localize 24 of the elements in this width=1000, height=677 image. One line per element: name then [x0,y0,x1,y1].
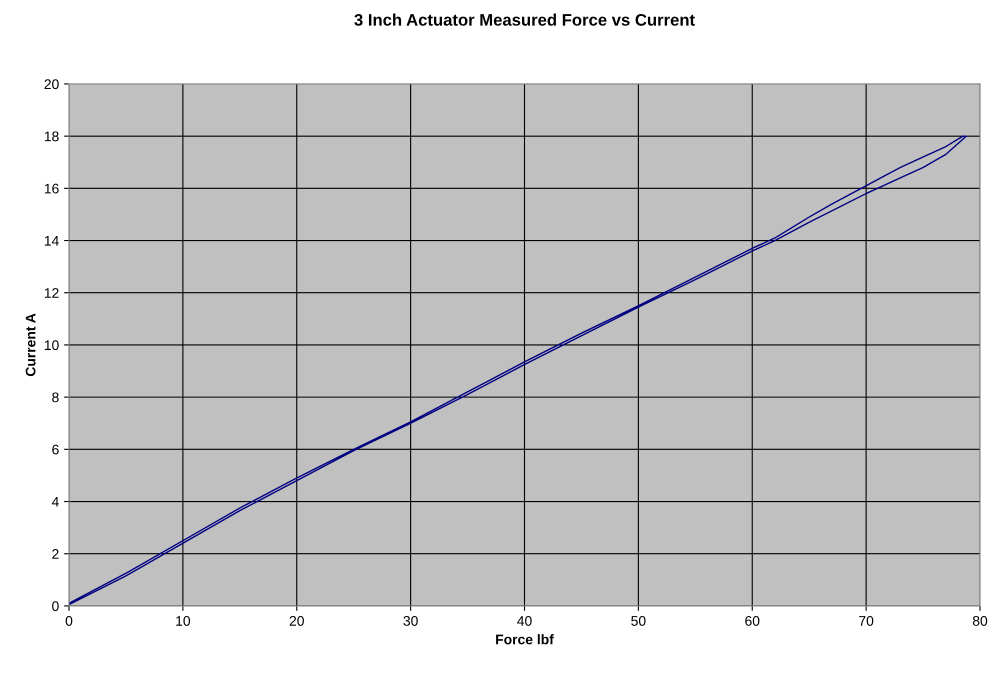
x-axis-title: Force lbf [496,634,554,644]
y-tick-label: 16 [44,184,59,194]
x-tick-label: 10 [176,616,190,626]
y-tick-label: 0 [52,601,59,612]
y-tick-label: 4 [52,497,59,507]
line-series [69,135,968,606]
x-tick-label: 30 [403,616,418,626]
y-tick-label: 20 [44,79,59,90]
y-tick-label: 14 [44,236,59,246]
x-tick-label: 80 [972,616,988,626]
x-tick-label: 70 [859,616,874,626]
y-tick-label: 6 [52,444,59,454]
x-tick-label: 40 [517,616,532,626]
chart-title: 3 Inch Actuator Measured Force vs Current [354,14,695,26]
x-tick-label: 20 [290,616,304,626]
y-axis-title: Current A [26,314,36,376]
y-tick-label: 12 [44,288,59,298]
x-tick-label: 0 [66,616,72,626]
y-tick-label: 18 [44,131,59,142]
y-tick-label: 10 [44,340,59,350]
x-tick-label: 50 [631,616,646,626]
y-tick-label: 8 [52,392,59,402]
y-tick-label: 2 [52,549,59,559]
x-tick-label: 60 [745,616,760,626]
